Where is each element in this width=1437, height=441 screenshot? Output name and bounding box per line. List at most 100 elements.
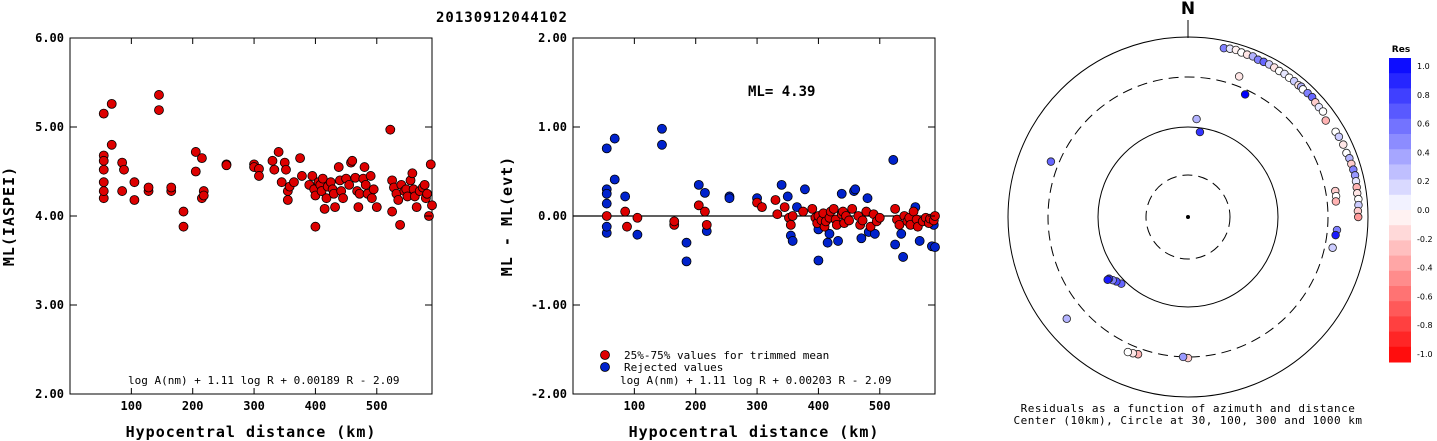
colorbar-ticks: 1.0 0.8 0.6 0.4 0.2 0.0 -0.2 -0.4 -0.6 -0.8 -1.0	[1417, 62, 1433, 359]
colorbar-swatch	[1389, 210, 1411, 226]
data-point	[890, 239, 901, 250]
formula-2: log A(nm) + 1.11 log R + 0.00203 R - 2.0…	[620, 374, 892, 387]
data-point	[310, 221, 321, 232]
data-point	[295, 153, 305, 164]
data-point	[836, 188, 847, 199]
data-point	[317, 173, 328, 184]
colorbar-swatch	[1389, 286, 1411, 302]
data-point	[833, 236, 843, 246]
y-tick-label: 3.00	[35, 298, 64, 312]
data-point	[890, 203, 901, 214]
station-point	[1328, 243, 1337, 252]
data-point	[772, 209, 783, 220]
data-point	[609, 174, 620, 185]
station-point	[1331, 197, 1341, 206]
colorbar-swatch	[1389, 225, 1411, 241]
legend-label-rejected: Rejected values	[624, 361, 723, 374]
panel-polar-residuals: N Residuals as a function of azimuth and…	[1007, 0, 1369, 427]
data-point	[366, 193, 377, 204]
ring-30km	[1145, 174, 1231, 260]
data-point	[98, 164, 109, 175]
data-point	[319, 203, 330, 214]
data-point	[787, 236, 798, 246]
data-point	[330, 202, 340, 213]
colorbar-tick-label: -0.8	[1417, 321, 1433, 330]
station-point	[1321, 116, 1330, 125]
data-point	[178, 206, 189, 217]
data-point	[785, 219, 796, 230]
data-point	[359, 162, 370, 172]
data-point	[353, 202, 364, 213]
colorbar-tick-label: 0.4	[1417, 148, 1430, 157]
data-points-1	[98, 90, 437, 232]
data-point	[632, 229, 643, 240]
data-point	[360, 179, 371, 190]
legend-marker-trimmed	[600, 350, 610, 360]
colorbar-swatch	[1389, 270, 1411, 287]
data-point	[787, 211, 798, 221]
station-point	[1339, 140, 1348, 149]
station-point	[1178, 352, 1188, 362]
data-point	[98, 186, 109, 196]
x-ticks-1: 100 200 300 400 500	[121, 38, 388, 413]
caption-line-2: Center (10km), Circle at 30, 100, 300 an…	[1013, 414, 1362, 427]
data-point	[782, 191, 793, 202]
data-point	[338, 193, 348, 204]
data-point	[276, 177, 287, 188]
x-tick-label: 100	[624, 399, 646, 413]
data-point	[856, 233, 867, 244]
legend-marker-rejected	[600, 362, 610, 372]
data-point	[344, 179, 355, 190]
station-points	[1046, 43, 1363, 363]
station-point	[1354, 212, 1363, 222]
x-axis-label-1: Hypocentral distance (km)	[126, 423, 377, 441]
data-point	[282, 195, 293, 205]
data-point	[98, 177, 109, 188]
data-point	[601, 143, 612, 154]
data-point	[281, 164, 291, 175]
data-point	[757, 202, 767, 213]
data-points-2	[601, 123, 940, 267]
x-tick-label: 300	[243, 399, 265, 413]
station-point	[1331, 230, 1340, 240]
data-point	[930, 242, 940, 253]
data-point	[813, 255, 824, 266]
data-point	[898, 252, 908, 262]
colorbar-title: Res	[1392, 45, 1410, 55]
colorbar-tick-label: 0.2	[1417, 177, 1430, 186]
data-point	[269, 164, 280, 175]
north-label: N	[1181, 0, 1195, 19]
data-point	[609, 133, 620, 144]
data-point	[98, 155, 109, 166]
colorbar-swatch	[1389, 88, 1411, 105]
data-point	[395, 219, 405, 230]
y-tick-label: 6.00	[35, 31, 64, 45]
data-point	[807, 203, 818, 214]
y-tick-label: 1.00	[538, 120, 567, 134]
data-point	[869, 228, 880, 239]
caption-line-1: Residuals as a function of azimuth and d…	[1021, 402, 1356, 415]
colorbar-swatch	[1389, 103, 1411, 120]
data-point	[197, 153, 207, 164]
x-tick-label: 200	[685, 399, 707, 413]
station-point	[1234, 72, 1244, 81]
colorbar-tick-label: 0.8	[1417, 91, 1430, 100]
data-point	[700, 187, 710, 198]
data-point	[371, 202, 382, 213]
data-point	[368, 184, 379, 195]
ring-300km	[1047, 76, 1329, 358]
data-point	[321, 193, 332, 204]
data-point	[914, 236, 925, 246]
data-point	[693, 179, 704, 190]
data-point	[681, 256, 692, 267]
colorbar-swatch	[1389, 164, 1411, 181]
y-tick-label: 0.00	[538, 209, 567, 223]
x-axis-label-2: Hypocentral distance (km)	[629, 423, 880, 441]
data-point	[850, 184, 861, 195]
station-point	[1192, 114, 1201, 124]
y-ticks-2: -2.00 -1.00 0.00 1.00 2.00	[531, 31, 935, 401]
event-title: 20130912044102	[436, 10, 568, 26]
colorbar-tick-label: -0.6	[1417, 292, 1433, 301]
station-point	[1334, 132, 1344, 141]
